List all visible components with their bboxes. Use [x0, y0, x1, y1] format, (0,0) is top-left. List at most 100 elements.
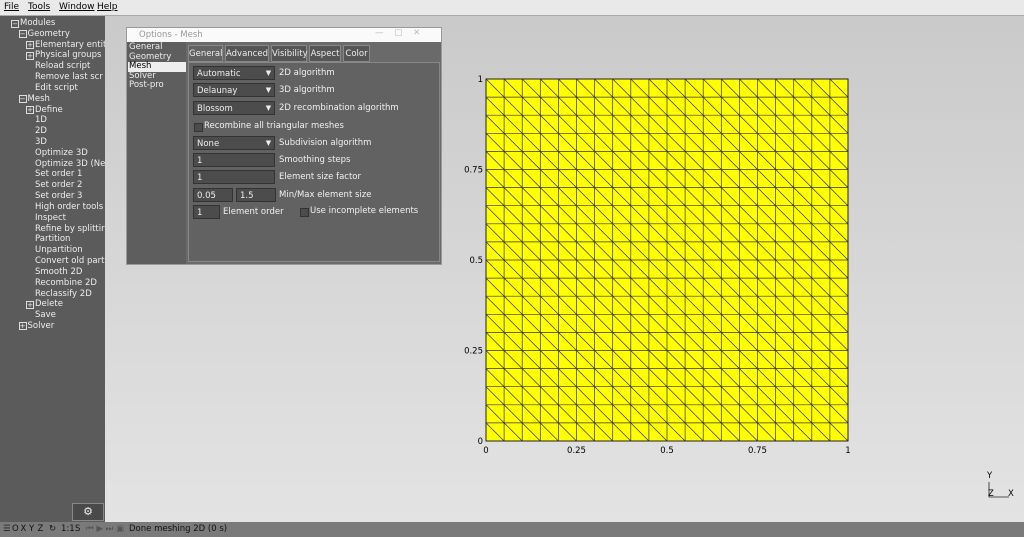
text-input[interactable]: 0.05	[193, 188, 233, 202]
scale-button[interactable]: 1:1	[61, 524, 75, 534]
tree-toggle[interactable]: −	[11, 19, 19, 28]
checkbox-label: Recombine all triangular meshes	[204, 121, 344, 131]
checkbox[interactable]	[194, 123, 203, 132]
tree-item[interactable]: Partition	[35, 234, 71, 245]
section-item[interactable]: General	[129, 42, 163, 52]
status-message: Done meshing 2D (0 s)	[129, 524, 228, 534]
field-label: 2D algorithm	[279, 68, 335, 78]
status-bar: ☰ O X Y Z ↻ 1:1 S ⏮ ▶ ⏭ ▣ Done meshing 2D (0 s)	[0, 522, 1024, 537]
s-button[interactable]: S	[75, 524, 81, 534]
tree-item[interactable]: 2D	[35, 126, 47, 137]
menu-item[interactable]: Help	[97, 2, 118, 12]
settings-button[interactable]: ⚙	[72, 503, 104, 521]
x-axis-label: 0.75	[748, 446, 767, 456]
y-axis-label: 1	[478, 75, 483, 85]
menu-item[interactable]: Tools	[28, 2, 51, 12]
view-button[interactable]: X	[20, 524, 27, 534]
dropdown[interactable]: Blossom	[193, 101, 275, 115]
dialog-title: Options - Mesh	[139, 30, 203, 40]
tree-item[interactable]: Edit script	[35, 82, 78, 93]
view-button[interactable]: O	[12, 524, 19, 534]
section-item[interactable]: Mesh	[128, 62, 186, 72]
text-input[interactable]: 1	[193, 153, 275, 167]
text-input[interactable]: 1	[193, 205, 220, 219]
section-item[interactable]: Solver	[129, 70, 156, 81]
dropdown-arrow[interactable]: ▼	[265, 86, 272, 94]
window-controls[interactable]: — □ ✕	[375, 28, 421, 38]
tree-toggle[interactable]: +	[26, 51, 34, 60]
tree-item[interactable]: Reload script	[35, 61, 91, 72]
tree-item[interactable]: Inspect	[35, 212, 66, 223]
tree-item[interactable]: Define	[35, 104, 63, 115]
tree-toggle[interactable]: +	[26, 300, 34, 309]
tree-item[interactable]: Unpartition	[35, 245, 83, 256]
x-axis-label: 1	[845, 446, 850, 456]
tree-item[interactable]: Delete	[35, 299, 63, 310]
tree-item[interactable]: Save	[35, 310, 56, 321]
section-list: General Geometry Mesh Solver Post-pro	[127, 42, 186, 264]
field-label: Smoothing steps	[279, 155, 351, 165]
menu-item[interactable]: File	[4, 2, 20, 12]
field-label: Min/Max element size	[279, 190, 372, 200]
y-axis-label: 0.75	[464, 166, 483, 176]
tree-item[interactable]: Optimize 3D (Ne	[35, 158, 105, 169]
tab[interactable]: General	[188, 45, 223, 62]
x-axis-label: 0.5	[660, 446, 674, 456]
dropdown[interactable]: Automatic	[193, 66, 275, 80]
text-input[interactable]: 1.5	[236, 188, 276, 202]
tree-item[interactable]: Solver	[27, 320, 55, 331]
section-item[interactable]: Post-pro	[129, 80, 164, 91]
tree-item[interactable]: Physical groups	[35, 50, 102, 61]
tree-item[interactable]: Optimize 3D	[35, 147, 88, 158]
dropdown-arrow[interactable]: ▼	[265, 139, 272, 147]
tree-toggle[interactable]: +	[18, 322, 27, 331]
tree-item[interactable]: Reclassify 2D	[35, 288, 92, 299]
field-label: Element size factor	[279, 172, 361, 182]
tree-item[interactable]: Mesh	[27, 93, 50, 104]
dropdown-arrow[interactable]: ▼	[265, 69, 272, 77]
tab[interactable]: Visibility	[271, 45, 308, 62]
tab[interactable]: Advanced	[225, 45, 269, 62]
checkbox-label: Use incomplete elements	[310, 206, 419, 216]
tree-item[interactable]: Modules	[20, 18, 56, 28]
options-dialog: Options - Mesh — □ ✕ General Geometry Mesh…	[126, 27, 442, 265]
tree-item[interactable]: Smooth 2D	[35, 266, 83, 277]
tab[interactable]: Color	[343, 45, 370, 62]
rotate-icon[interactable]: ↻	[49, 524, 57, 534]
dropdown-arrow[interactable]: ▼	[265, 104, 272, 112]
y-axis-label: 0.25	[464, 347, 483, 357]
tab-bar: General Advanced Visibility Aspect Color	[188, 45, 438, 63]
tree-item[interactable]: High order tools	[35, 201, 104, 212]
tree-item[interactable]: Remove last scr	[35, 72, 103, 83]
tree-item[interactable]: Refine by splittir	[35, 223, 105, 234]
tree-item[interactable]: Geometry	[27, 28, 70, 39]
view-button[interactable]: Z	[37, 524, 44, 534]
playback-icons[interactable]: ⏮ ▶ ⏭ ▣	[86, 524, 124, 534]
tree-item[interactable]: Set order 1	[35, 169, 83, 180]
tree-toggle[interactable]: +	[26, 106, 34, 115]
field-label: 2D recombination algorithm	[279, 103, 399, 113]
tree-toggle[interactable]: +	[26, 41, 34, 50]
tree-toggle[interactable]: −	[18, 30, 27, 39]
tab-pane: Automatic ▼ 2D algorithm Delaunay ▼ 3D algori…	[188, 62, 440, 262]
status-icon: ☰	[3, 524, 11, 534]
checkbox[interactable]	[300, 208, 309, 217]
tab[interactable]: Aspect	[309, 45, 341, 62]
tree-item[interactable]: Elementary entit	[35, 39, 105, 50]
tree-toggle[interactable]: −	[18, 95, 27, 104]
view-button[interactable]: Y	[29, 524, 35, 534]
tree-item[interactable]: 3D	[35, 137, 47, 148]
module-tree: − Modules − Geometry + Elementary entit + Physi…	[0, 16, 105, 522]
title-bar: Options - Mesh — □ ✕	[127, 28, 441, 42]
text-input[interactable]: 1	[193, 170, 275, 184]
menu-item[interactable]: Window	[59, 2, 95, 12]
tree-item[interactable]: Set order 3	[35, 191, 83, 202]
dropdown[interactable]: None	[193, 136, 275, 150]
tree-item[interactable]: Convert old part	[35, 256, 105, 267]
tree-item[interactable]: 1D	[35, 115, 47, 126]
tree-item[interactable]: Set order 2	[35, 180, 83, 191]
section-item[interactable]: Geometry	[129, 51, 172, 62]
dropdown[interactable]: Delaunay	[193, 83, 275, 97]
tree-item[interactable]: Recombine 2D	[35, 277, 97, 288]
